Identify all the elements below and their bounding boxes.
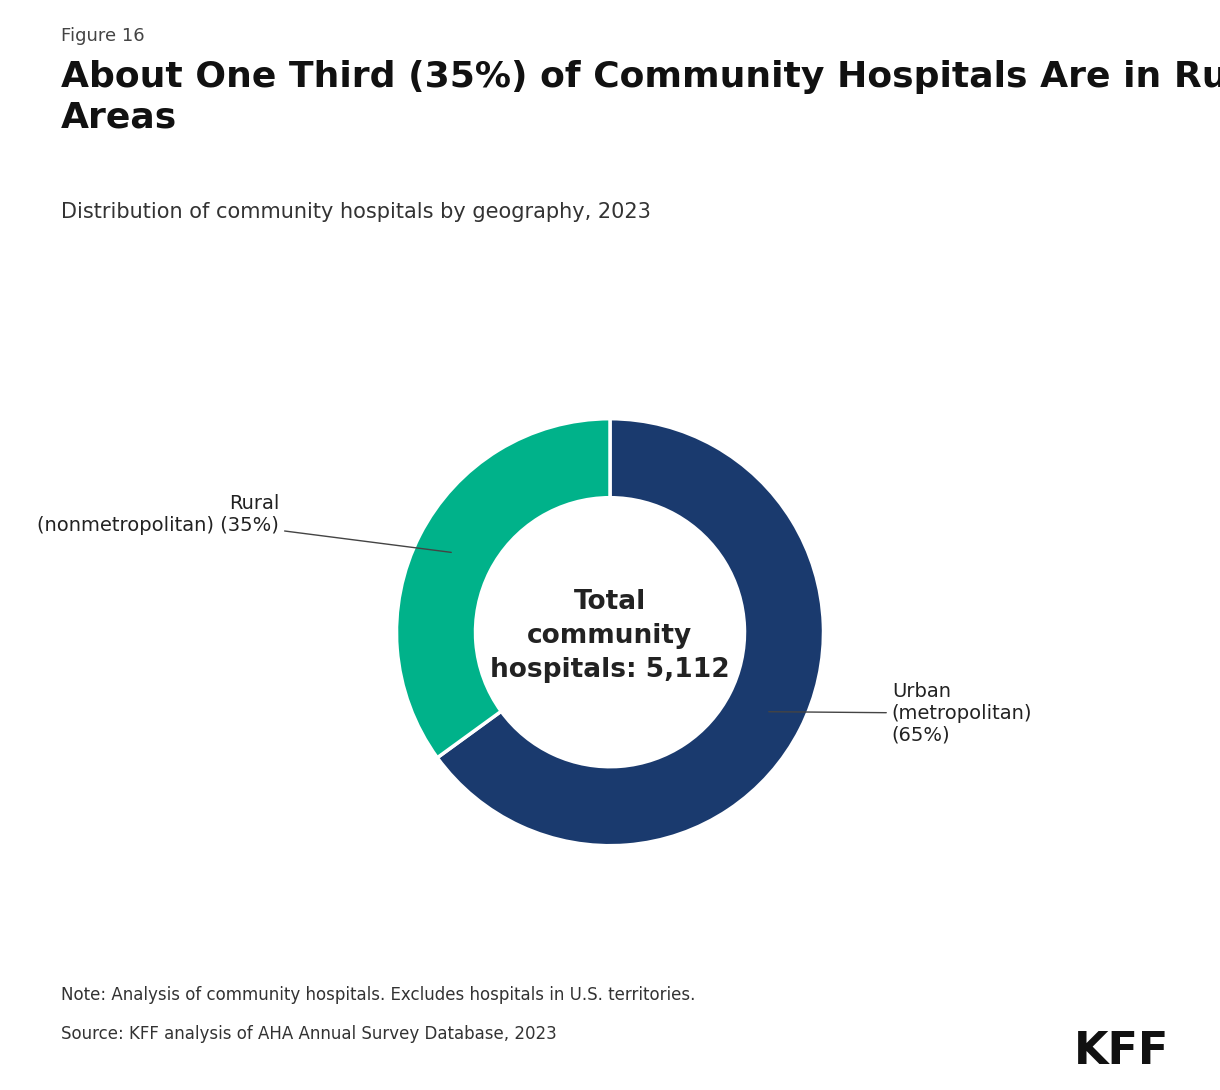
Text: Distribution of community hospitals by geography, 2023: Distribution of community hospitals by g… [61,202,651,221]
Text: About One Third (35%) of Community Hospitals Are in Rural
Areas: About One Third (35%) of Community Hospi… [61,60,1220,135]
Text: Figure 16: Figure 16 [61,27,145,46]
Text: KFF: KFF [1074,1030,1169,1073]
Text: Note: Analysis of community hospitals. Excludes hospitals in U.S. territories.: Note: Analysis of community hospitals. E… [61,986,695,1005]
Text: Total
community
hospitals: 5,112: Total community hospitals: 5,112 [490,590,730,683]
Text: Urban
(metropolitan)
(65%): Urban (metropolitan) (65%) [769,682,1032,744]
Wedge shape [437,419,824,846]
Text: Source: KFF analysis of AHA Annual Survey Database, 2023: Source: KFF analysis of AHA Annual Surve… [61,1025,556,1043]
Text: Rural
(nonmetropolitan) (35%): Rural (nonmetropolitan) (35%) [37,494,451,553]
Wedge shape [396,419,610,758]
